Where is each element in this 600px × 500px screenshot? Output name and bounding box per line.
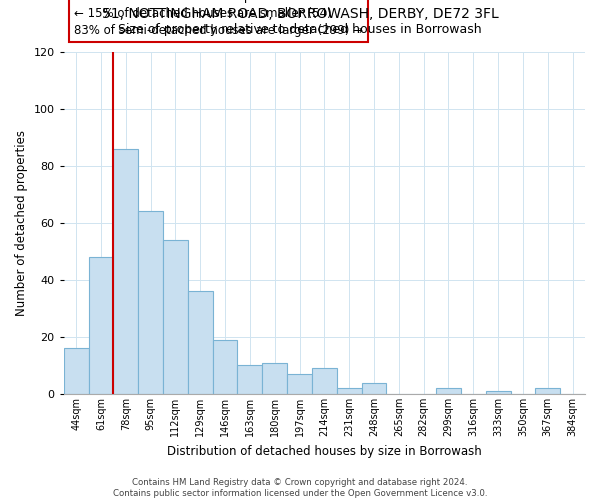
Text: Contains HM Land Registry data © Crown copyright and database right 2024.
Contai: Contains HM Land Registry data © Crown c…	[113, 478, 487, 498]
Bar	[138, 212, 163, 394]
Bar	[64, 348, 89, 394]
Bar	[238, 366, 262, 394]
Bar	[287, 374, 312, 394]
X-axis label: Distribution of detached houses by size in Borrowash: Distribution of detached houses by size …	[167, 444, 482, 458]
Bar	[212, 340, 238, 394]
Bar	[337, 388, 362, 394]
Y-axis label: Number of detached properties: Number of detached properties	[15, 130, 28, 316]
Bar	[163, 240, 188, 394]
Bar	[362, 382, 386, 394]
Bar	[113, 148, 138, 394]
Bar	[89, 257, 113, 394]
Text: 51 NOTTINGHAM ROAD: 78sqm
← 15% of detached houses are smaller (54)
83% of semi-: 51 NOTTINGHAM ROAD: 78sqm ← 15% of detac…	[74, 0, 363, 37]
Bar	[188, 292, 212, 394]
Bar	[436, 388, 461, 394]
Bar	[262, 362, 287, 394]
Text: 51, NOTTINGHAM ROAD, BORROWASH, DERBY, DE72 3FL: 51, NOTTINGHAM ROAD, BORROWASH, DERBY, D…	[101, 8, 499, 22]
Bar	[312, 368, 337, 394]
Bar	[535, 388, 560, 394]
Bar	[486, 391, 511, 394]
Text: Size of property relative to detached houses in Borrowash: Size of property relative to detached ho…	[118, 22, 482, 36]
